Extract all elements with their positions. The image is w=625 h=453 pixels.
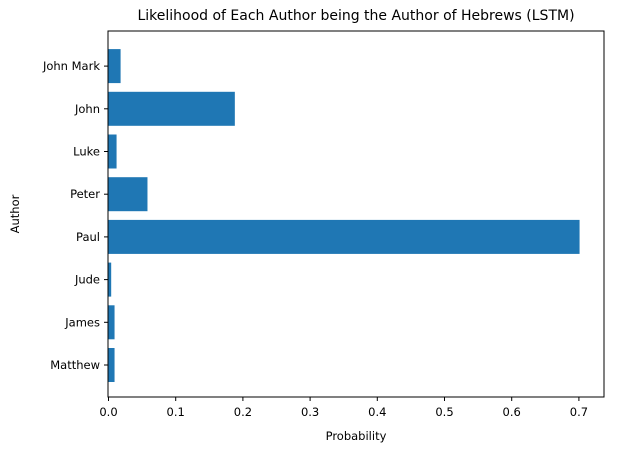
y-tick-label: John bbox=[74, 102, 100, 116]
y-tick-label: Jude bbox=[74, 273, 100, 287]
bar-paul bbox=[108, 219, 580, 254]
y-tick-label: Luke bbox=[73, 145, 100, 159]
x-tick-label: 0.2 bbox=[234, 405, 252, 419]
y-tick-label: Peter bbox=[70, 187, 100, 201]
y-tick-label: James bbox=[64, 315, 100, 329]
x-tick-label: 0.6 bbox=[503, 405, 521, 419]
x-axis-label: Probability bbox=[326, 429, 387, 443]
y-tick-label: Paul bbox=[76, 230, 100, 244]
plot-frame bbox=[107, 30, 605, 398]
bar-matthew bbox=[108, 348, 115, 382]
bar-john-mark bbox=[108, 49, 121, 84]
x-tick-label: 0.7 bbox=[570, 405, 588, 419]
x-tick-label: 0.0 bbox=[99, 405, 117, 419]
x-tick-label: 0.1 bbox=[167, 405, 185, 419]
bar-james bbox=[108, 305, 115, 340]
bar-luke bbox=[108, 134, 117, 169]
chart-title: Likelihood of Each Author being the Auth… bbox=[137, 8, 574, 24]
bar-jude bbox=[108, 262, 112, 297]
y-tick-label: Matthew bbox=[50, 358, 100, 372]
y-tick-label: John Mark bbox=[42, 59, 100, 73]
x-tick-label: 0.3 bbox=[301, 405, 319, 419]
bar-john bbox=[108, 91, 235, 126]
x-tick-label: 0.5 bbox=[435, 405, 453, 419]
x-tick-label: 0.4 bbox=[368, 405, 386, 419]
bar-peter bbox=[108, 177, 148, 212]
y-axis-label: Author bbox=[8, 194, 22, 233]
